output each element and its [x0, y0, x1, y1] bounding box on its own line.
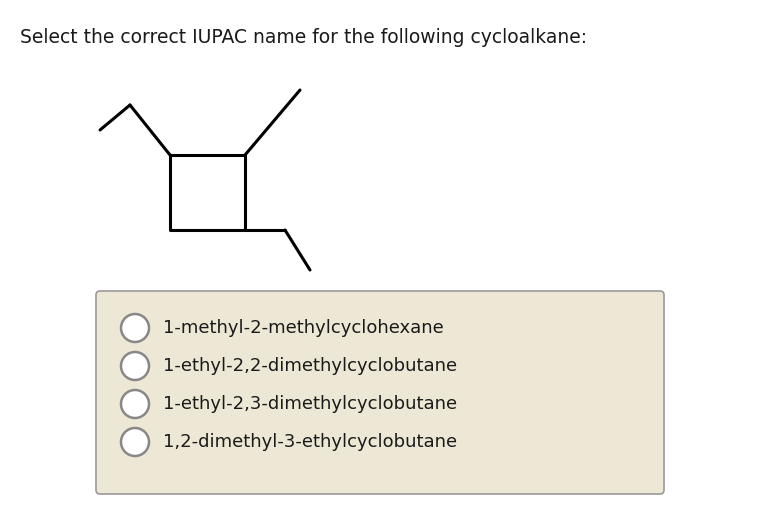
- Text: 1-methyl-2-methylcyclohexane: 1-methyl-2-methylcyclohexane: [163, 319, 444, 337]
- Text: 1-ethyl-2,3-dimethylcyclobutane: 1-ethyl-2,3-dimethylcyclobutane: [163, 395, 457, 413]
- Circle shape: [121, 428, 149, 456]
- Circle shape: [121, 352, 149, 380]
- Text: Select the correct IUPAC name for the following cycloalkane:: Select the correct IUPAC name for the fo…: [20, 28, 587, 47]
- Circle shape: [121, 314, 149, 342]
- Text: 1,2-dimethyl-3-ethylcyclobutane: 1,2-dimethyl-3-ethylcyclobutane: [163, 433, 457, 451]
- Text: 1-ethyl-2,2-dimethylcyclobutane: 1-ethyl-2,2-dimethylcyclobutane: [163, 357, 457, 375]
- Circle shape: [121, 390, 149, 418]
- FancyBboxPatch shape: [96, 291, 664, 494]
